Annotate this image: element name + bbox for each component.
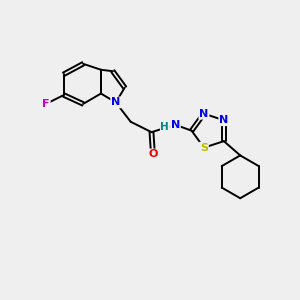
Text: H: H bbox=[160, 122, 169, 132]
Text: N: N bbox=[171, 120, 180, 130]
Text: S: S bbox=[200, 142, 208, 153]
Text: O: O bbox=[148, 149, 158, 160]
Text: F: F bbox=[42, 99, 50, 109]
Text: N: N bbox=[199, 109, 208, 119]
Text: N: N bbox=[219, 115, 229, 125]
Text: N: N bbox=[111, 98, 120, 107]
